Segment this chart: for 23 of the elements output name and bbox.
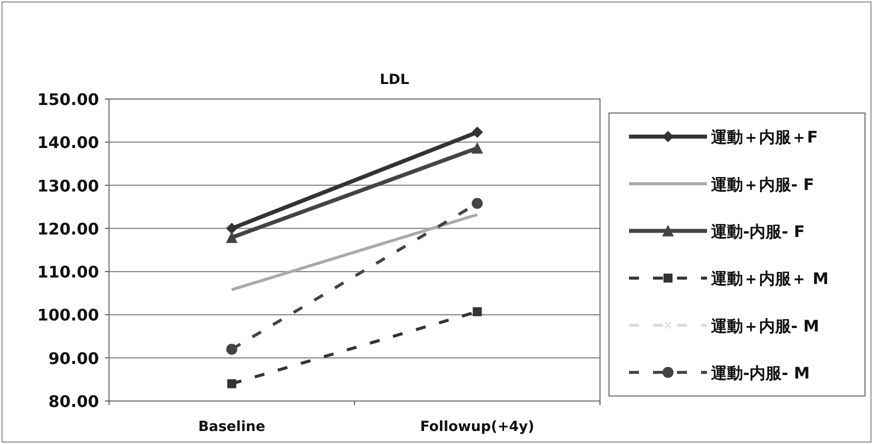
y-tick-label: 100.00 <box>37 306 99 325</box>
point <box>472 307 482 316</box>
legend-label: 運動＋内服- F <box>710 174 814 194</box>
y-tick-label: 80.00 <box>48 392 99 411</box>
y-tick-label: 130.00 <box>37 176 99 196</box>
y-tick-label: 140.00 <box>37 133 99 152</box>
y-tick-label: 110.00 <box>37 262 99 282</box>
legend-label: 運動＋内服＋F <box>710 128 818 147</box>
y-tick-label: 120.00 <box>37 219 99 238</box>
legend-label: 運動-内服- M <box>710 363 810 382</box>
y-tick-label: 150.00 <box>37 90 99 109</box>
point <box>472 198 483 209</box>
legend-label: 運動-内服- F <box>710 222 805 241</box>
y-tick-label: 90.00 <box>48 348 99 368</box>
point <box>226 344 238 355</box>
chart-title: LDL <box>380 72 410 88</box>
legend-label: 運動＋内服- M <box>710 316 820 336</box>
x-tick-label: Followup(+4y) <box>420 419 534 435</box>
point <box>472 126 483 138</box>
point <box>226 222 238 234</box>
x-tick-label: Baseline <box>198 419 266 435</box>
legend-label: 運動＋内服＋ M <box>710 269 828 288</box>
point <box>227 379 236 388</box>
